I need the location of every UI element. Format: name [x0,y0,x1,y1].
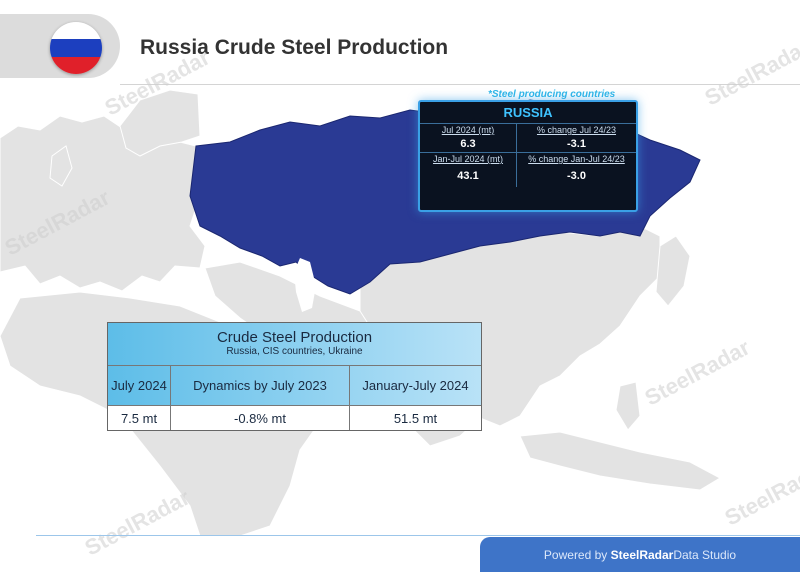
footer-suffix: Data Studio [673,547,737,562]
steel-producing-note: *Steel producing countries [488,89,616,100]
japan-landmass [655,235,691,307]
caspian-sea [294,258,316,312]
flag-stripe-red [50,56,102,74]
table-cell: 51.5 mt [393,410,438,426]
stat-value: 6.3 [460,138,476,150]
stat-label: % change Jan-Jul 24/23 [516,152,636,165]
stat-label: Jul 2024 (mt) [420,123,516,136]
header-divider [120,84,800,85]
russia-stats-grid: Jul 2024 (mt) % change Jul 24/23 6.3 -3.… [420,123,636,187]
footer-prefix: Powered by [543,547,608,562]
russia-info-box: RUSSIA Jul 2024 (mt) % change Jul 24/23 … [418,100,638,212]
column-header: Dynamics by July 2023 [171,366,350,405]
southeast-asia-landmass [519,431,722,491]
crude-steel-production-table: Crude Steel Production Russia, CIS count… [107,322,482,431]
table-cell: 7.5 mt [108,406,171,430]
header: Russia Crude Steel Production [0,0,800,85]
flag-stripe-blue [50,39,102,57]
world-map [0,86,800,536]
column-header: January-July 2024 [362,378,469,393]
uk-landmass [49,145,73,187]
stat-label: Jan-Jul 2024 (mt) [420,152,516,165]
flag-stripe-white [50,22,102,40]
footer-bar: Powered by SteelRadar Data Studio [480,537,800,572]
column-header: July 2024 [108,366,171,405]
stat-label: % change Jul 24/23 [516,123,636,136]
stat-value: -3.0 [516,165,636,187]
page-title: Russia Crude Steel Production [140,36,449,59]
stat-value: 43.1 [457,170,479,182]
russia-flag-icon [50,22,102,74]
philippines-landmass [615,381,641,431]
stat-value: -3.1 [516,136,636,152]
table-column-headers: July 2024 Dynamics by July 2023 January-… [108,366,481,406]
table-header: Crude Steel Production Russia, CIS count… [108,323,481,366]
table-title: Crude Steel Production [216,329,373,346]
footer-divider [36,535,800,536]
table-row: 7.5 mt -0.8% mt 51.5 mt [108,406,481,430]
table-subtitle: Russia, CIS countries, Ukraine [226,346,363,357]
scandinavia-landmass [119,89,201,157]
footer-brand: SteelRadar [610,547,674,562]
table-cell: -0.8% mt [171,406,350,430]
russia-box-title: RUSSIA [503,105,553,120]
